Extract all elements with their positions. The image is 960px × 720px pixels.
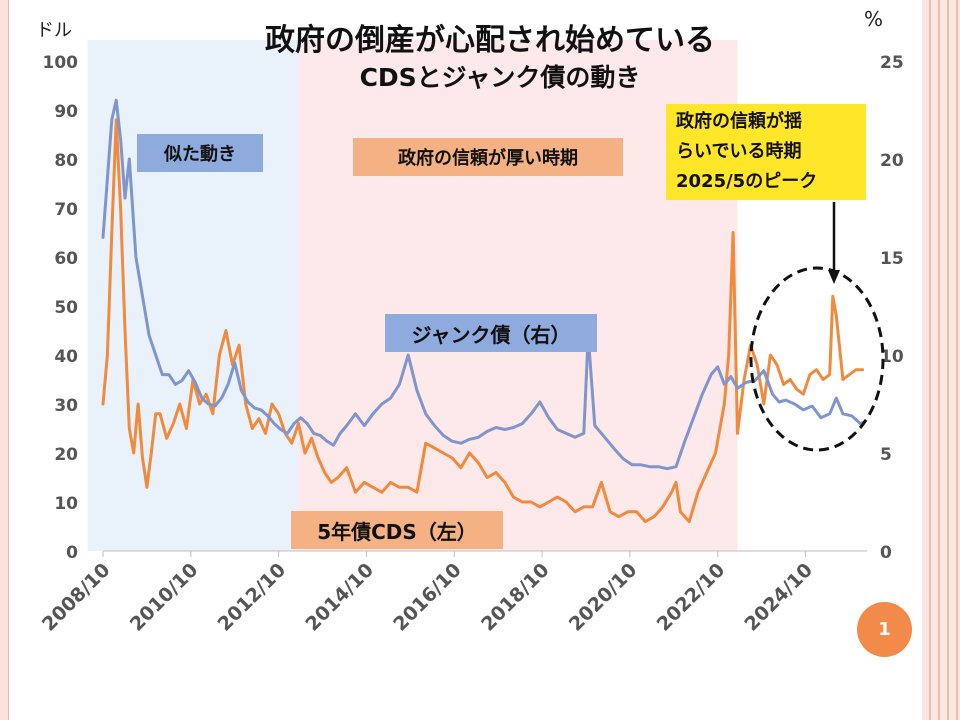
y-right-tick-label: 5	[880, 445, 892, 465]
x-tick-label: 2014/10	[301, 559, 378, 636]
x-tick-label: 2024/10	[741, 559, 818, 636]
y-left-tick-label: 40	[54, 347, 78, 367]
y-left-tick-label: 20	[54, 445, 78, 465]
x-tick-label: 2022/10	[653, 559, 730, 636]
label-cds-series: 5年債CDS（左）	[291, 511, 503, 549]
left-border-stripe	[0, 0, 9, 720]
callout-line-2: らいでいる時期	[676, 141, 802, 162]
y-right-tick-label: 0	[880, 543, 892, 563]
y-right-tick-label: 20	[880, 151, 904, 171]
highlight-ellipse	[749, 266, 885, 452]
region-band-1	[298, 40, 738, 551]
label-shaken-trust-callout: 政府の信頼が揺 らいでいる時期 2025/5のピーク	[666, 104, 866, 200]
y-left-tick-label: 10	[54, 494, 78, 514]
x-tick-label: 2020/10	[565, 559, 642, 636]
x-tick-label: 2012/10	[214, 559, 291, 636]
label-junk-bond-series: ジャンク債（右）	[385, 314, 597, 352]
chart-title: 政府の倒産が心配され始めている	[265, 23, 715, 58]
y-right-unit-label: %	[864, 7, 883, 31]
y-left-tick-label: 70	[54, 200, 78, 220]
label-similar-movement: 似た動き	[137, 134, 263, 172]
callout-arrow-head	[828, 270, 840, 284]
callout-line-3: 2025/5のピーク	[676, 171, 818, 192]
y-left-tick-label: 30	[54, 396, 78, 416]
chart-subtitle: CDSとジャンク債の動き	[360, 63, 641, 92]
junk-bond-series-line	[101, 98, 867, 471]
page-number-badge: 1	[857, 602, 912, 657]
x-tick-label: 2018/10	[477, 559, 554, 636]
y-right-tick-label: 25	[880, 53, 904, 73]
y-left-tick-label: 50	[54, 298, 78, 318]
y-left-tick-label: 100	[43, 53, 79, 73]
y-right-tick-label: 15	[880, 249, 904, 269]
y-left-unit-label: ドル	[36, 20, 72, 41]
y-right-tick-label: 10	[880, 347, 904, 367]
y-left-tick-label: 60	[54, 249, 78, 269]
y-left-tick-label: 0	[66, 543, 78, 563]
right-border-stripe	[922, 0, 960, 720]
x-tick-label: 2010/10	[126, 559, 203, 636]
label-trusted-period: 政府の信頼が厚い時期	[353, 138, 623, 176]
y-left-tick-label: 90	[54, 102, 78, 122]
region-backgrounds	[87, 40, 738, 551]
x-tick-label: 2016/10	[389, 559, 466, 636]
y-left-tick-label: 80	[54, 151, 78, 171]
callout-line-1: 政府の信頼が揺	[676, 111, 802, 132]
x-tick-label: 2008/10	[38, 559, 115, 636]
